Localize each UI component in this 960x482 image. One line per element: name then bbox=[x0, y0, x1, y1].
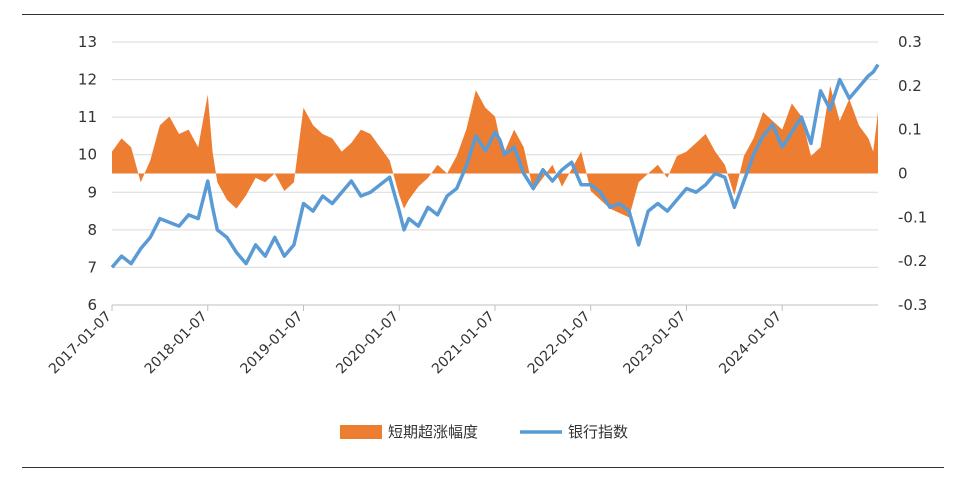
x-tick-label: 2023-01-07 bbox=[620, 309, 689, 378]
left-tick-label: 7 bbox=[87, 258, 97, 276]
right-tick-label: -0.3 bbox=[898, 296, 927, 314]
right-tick-label: -0.1 bbox=[898, 208, 927, 226]
area-series bbox=[112, 85, 878, 218]
right-tick-label: 0 bbox=[898, 165, 908, 183]
legend-label-area: 短期超涨幅度 bbox=[388, 423, 478, 441]
x-tick-label: 2018-01-07 bbox=[142, 309, 211, 378]
line-series bbox=[110, 63, 880, 269]
left-tick-label: 6 bbox=[87, 296, 97, 314]
chart-frame: 6 7 8 9 10 11 12 13 -0.3 -0.2 -0.1 0 0.1 0.2 0.3 2017… bbox=[22, 14, 944, 468]
right-axis: -0.3 -0.2 -0.1 0 0.1 0.2 0.3 bbox=[898, 33, 927, 314]
left-tick-label: 10 bbox=[78, 146, 97, 164]
left-tick-label: 11 bbox=[78, 108, 97, 126]
legend-swatch-area bbox=[340, 425, 382, 439]
legend-label-line: 银行指数 bbox=[568, 423, 628, 441]
x-axis: 2017-01-07 2018-01-07 2019-01-07 2020-01-07… bbox=[46, 304, 878, 378]
x-tick-label: 2020-01-07 bbox=[333, 309, 402, 378]
combo-chart: 6 7 8 9 10 11 12 13 -0.3 -0.2 -0.1 0 0.1 0.2 0.3 2017… bbox=[46, 33, 927, 441]
x-tick-label: 2017-01-07 bbox=[46, 309, 115, 378]
x-tick-label: 2021-01-07 bbox=[429, 309, 498, 378]
x-tick-label: 2019-01-07 bbox=[237, 309, 306, 378]
right-tick-label: 0.1 bbox=[898, 121, 922, 139]
left-axis: 6 7 8 9 10 11 12 13 bbox=[78, 33, 97, 314]
left-tick-label: 8 bbox=[87, 221, 97, 239]
right-tick-label: 0.3 bbox=[898, 33, 922, 51]
area-series-path bbox=[112, 85, 878, 218]
left-tick-label: 12 bbox=[78, 71, 97, 89]
left-tick-label: 13 bbox=[78, 33, 97, 51]
legend: 短期超涨幅度 银行指数 bbox=[340, 423, 628, 441]
x-tick-label: 2022-01-07 bbox=[525, 309, 594, 378]
bank-index-line bbox=[110, 63, 880, 269]
x-tick-label: 2024-01-07 bbox=[716, 309, 785, 378]
right-tick-label: 0.2 bbox=[898, 77, 922, 95]
left-tick-label: 9 bbox=[87, 183, 97, 201]
right-tick-label: -0.2 bbox=[898, 252, 927, 270]
